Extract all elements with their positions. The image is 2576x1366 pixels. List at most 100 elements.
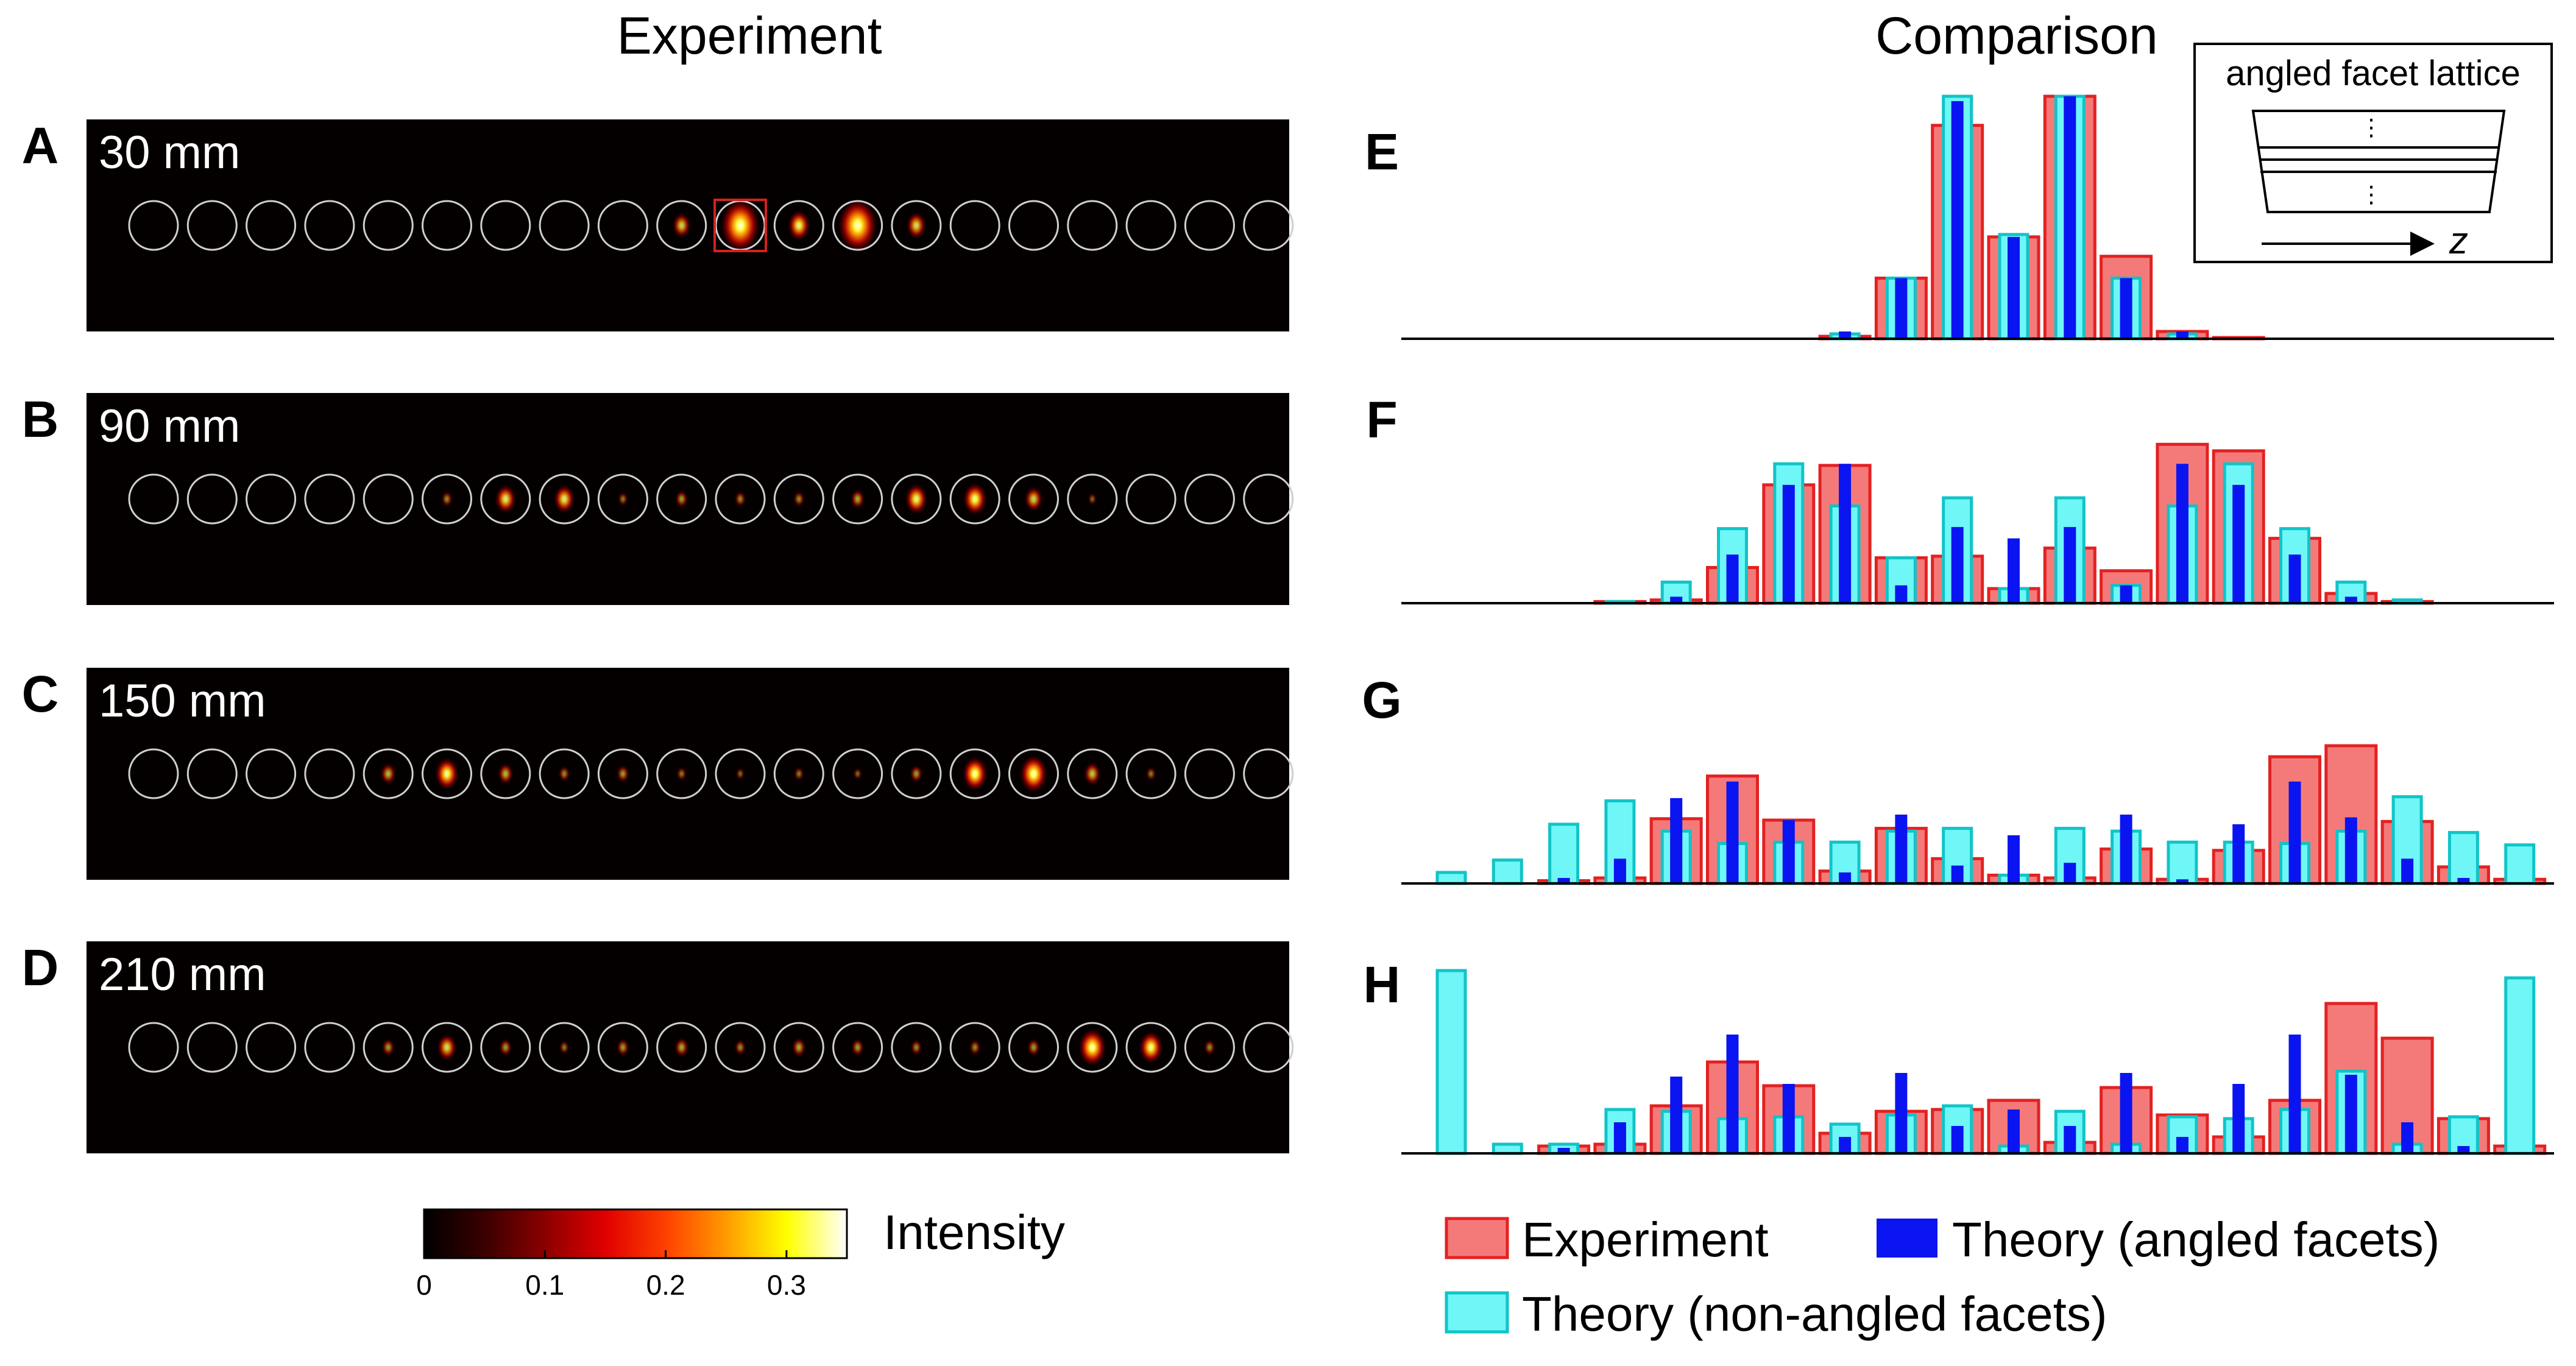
- waveguide-circle: [1243, 748, 1294, 799]
- z-axis-label: z: [2449, 220, 2468, 262]
- bar-theory-nonangled: [2447, 830, 2479, 885]
- waveguide-intensity-spot: [851, 1038, 865, 1056]
- waveguide-circle: [480, 1022, 531, 1073]
- waveguide-intensity-spot: [497, 763, 514, 785]
- waveguide-circle: [539, 748, 590, 799]
- waveguide-circle: [1067, 1022, 1118, 1073]
- waveguide-circle: [1184, 748, 1235, 799]
- waveguide-intensity-spot: [498, 1038, 512, 1056]
- panel-letter: C: [22, 665, 59, 723]
- colorbar: 0 0.1 0.2 0.3 Intensity: [416, 1205, 1065, 1301]
- waveguide-circle: [1125, 200, 1177, 251]
- bar-theory-angled: [2232, 1084, 2245, 1153]
- waveguide-intensity-spot: [674, 1037, 689, 1058]
- waveguide-circle: [1243, 473, 1294, 525]
- bar-theory-angled: [1951, 101, 1964, 339]
- bar-theory-angled: [1726, 781, 1739, 883]
- comparison-panels: E F G H: [1362, 94, 2554, 1155]
- bar-theory-angled: [2120, 1073, 2132, 1153]
- waveguide-circle: [891, 473, 942, 525]
- bar-theory-angled: [2008, 1109, 2020, 1153]
- waveguide-intensity-spot: [672, 213, 692, 238]
- bar-theory-angled: [2344, 596, 2357, 603]
- waveguide-circle: [422, 1022, 472, 1073]
- waveguide-intensity-spot: [793, 766, 805, 781]
- distance-label: 90 mm: [99, 400, 240, 452]
- bar-theory-angled: [1782, 484, 1795, 603]
- bar-theory-angled: [1557, 877, 1570, 883]
- waveguide-intensity-spot: [793, 490, 805, 508]
- waveguide-intensity-spot: [1019, 754, 1048, 793]
- colorbar-gradient: [423, 1208, 848, 1259]
- waveguide-circle: [128, 473, 179, 525]
- bar-theory-angled: [1670, 1077, 1683, 1153]
- bar-theory-nonangled: [2167, 840, 2198, 885]
- bar-theory-angled: [2008, 236, 2020, 339]
- experiment-panel-D: D 210 mm: [22, 939, 1294, 1153]
- bar-theory-angled: [2176, 464, 2189, 603]
- waveguide-circle: [715, 748, 766, 799]
- bar-theory-angled: [2457, 1146, 2470, 1153]
- waveguide-circle: [1008, 748, 1059, 799]
- waveguide-circle: [246, 748, 297, 799]
- bar-theory-nonangled: [1491, 858, 1523, 885]
- panel-letter: F: [1366, 391, 1397, 448]
- inset-title: angled facet lattice: [2226, 54, 2521, 93]
- inset-frame: [2193, 43, 2553, 263]
- waveguide-circle: [480, 748, 531, 799]
- waveguide-circle: [128, 1022, 179, 1073]
- input-waveguide-box: [713, 199, 767, 252]
- waveguide-intensity-spot: [963, 483, 987, 515]
- waveguide-circle: [597, 748, 648, 799]
- waveguide-circle: [363, 473, 414, 525]
- panel-letter: D: [22, 939, 59, 996]
- inset-schematic: angled facet lattice ⋮ ⋮ z: [2193, 43, 2553, 263]
- waveguide-circle: [949, 1022, 1000, 1073]
- bar-theory-angled: [1895, 1073, 1908, 1153]
- bar-theory-angled: [2064, 1126, 2076, 1153]
- waveguide-circle: [246, 200, 297, 251]
- waveguide-circle: [186, 748, 238, 799]
- bar-theory-nonangled: [1491, 1142, 1523, 1155]
- waveguide-circle: [597, 473, 648, 525]
- waveguide-circle: [832, 473, 883, 525]
- waveguide-circle: [773, 748, 824, 799]
- waveguide-intensity-spot: [787, 210, 811, 241]
- waveguide-circle: [539, 1022, 590, 1073]
- legend-label-theory-angled: Theory (angled facets): [1952, 1212, 2440, 1267]
- waveguide-circle: [422, 473, 472, 525]
- waveguide-circle: [597, 200, 648, 251]
- waveguide-circle: [773, 200, 824, 251]
- waveguide-intensity-spot: [969, 1039, 982, 1056]
- waveguide-intensity-spot: [720, 198, 760, 253]
- bar-theory-angled: [2064, 863, 2076, 883]
- waveguide-circle: [891, 748, 942, 799]
- waveguide-circle: [832, 748, 883, 799]
- waveguide-circle: [480, 200, 531, 251]
- colorbar-label: Intensity: [883, 1205, 1065, 1259]
- panel-letter: E: [1365, 123, 1399, 180]
- waveguide-circle: [1125, 748, 1177, 799]
- waveguide-intensity-spot: [852, 767, 863, 780]
- bar-theory-angled: [1726, 1035, 1739, 1153]
- waveguide-intensity-spot: [558, 765, 570, 782]
- waveguide-circle: [715, 473, 766, 525]
- waveguide-intensity-spot: [434, 757, 459, 790]
- waveguide-intensity-spot: [1083, 762, 1102, 786]
- waveguide-circle: [363, 1022, 414, 1073]
- waveguide-intensity-spot: [553, 484, 575, 514]
- waveguide-intensity-spot: [1203, 1039, 1216, 1056]
- waveguide-circle: [773, 1022, 824, 1073]
- panel-letter: B: [22, 391, 59, 448]
- waveguide-circle: [1067, 200, 1118, 251]
- waveguide-circle: [246, 473, 297, 525]
- waveguide-intensity-spot: [837, 198, 878, 253]
- bar-theory-angled: [2288, 554, 2301, 603]
- bar-theory-angled: [1895, 585, 1908, 603]
- waveguide-circle: [128, 200, 179, 251]
- legend-swatch-theory-nonangled: [1445, 1291, 1509, 1334]
- waveguide-intensity-spot: [910, 1039, 922, 1056]
- waveguide-circle: [304, 200, 355, 251]
- waveguide-circle: [1008, 1022, 1059, 1073]
